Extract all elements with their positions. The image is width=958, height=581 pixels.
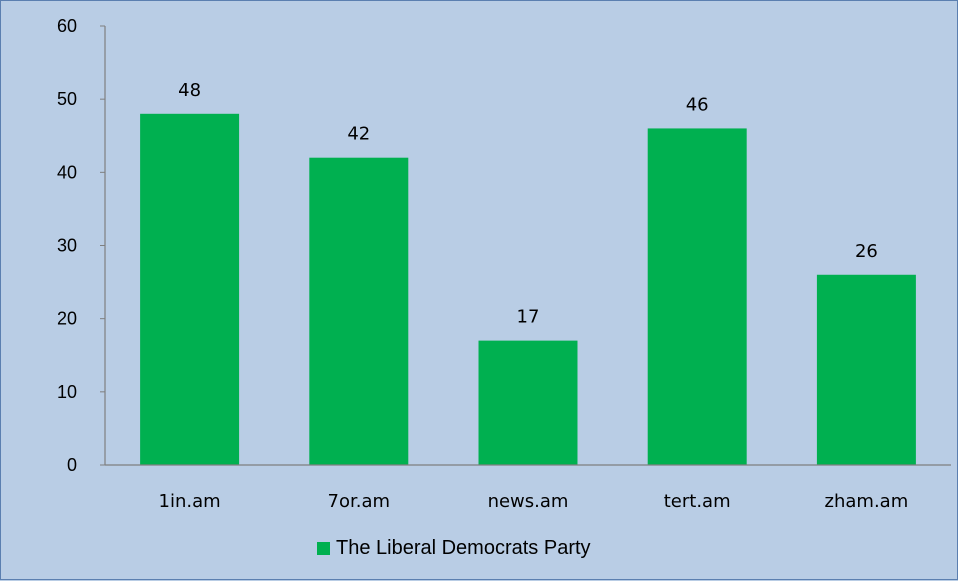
x-tick-label: tert.am [664,491,731,512]
x-axis-labels: 1in.am 7or.am news.am tert.am zham.am [159,491,909,512]
y-axis-ticks: 0 10 20 30 40 50 60 [57,16,105,475]
bar-7or-am [309,157,409,465]
data-label: 48 [178,80,201,101]
bar-zham-am [816,274,916,465]
x-tick-label: news.am [488,491,569,512]
y-tick-label: 60 [57,16,77,36]
y-tick-label: 0 [67,455,77,475]
x-tick-label: zham.am [825,491,909,512]
data-label: 17 [517,307,540,328]
x-tick-label: 7or.am [328,491,391,512]
bar-tert-am [647,128,747,465]
y-tick-label: 40 [57,162,77,182]
legend-label: The Liberal Democrats Party [336,536,591,559]
bar-news-am [478,340,578,465]
x-tick-label: 1in.am [159,491,221,512]
legend-swatch [317,541,330,555]
bars-group [140,113,916,466]
y-tick-label: 20 [57,309,77,329]
data-label: 26 [855,241,878,262]
data-label: 42 [347,124,370,145]
data-labels-group: 48 42 17 46 26 [178,80,878,328]
y-tick-label: 10 [57,382,77,402]
y-tick-label: 30 [57,236,77,256]
y-tick-label: 50 [57,89,77,109]
legend: The Liberal Democrats Party [317,537,591,559]
data-label: 46 [686,94,709,115]
bar-1in-am [140,113,240,466]
